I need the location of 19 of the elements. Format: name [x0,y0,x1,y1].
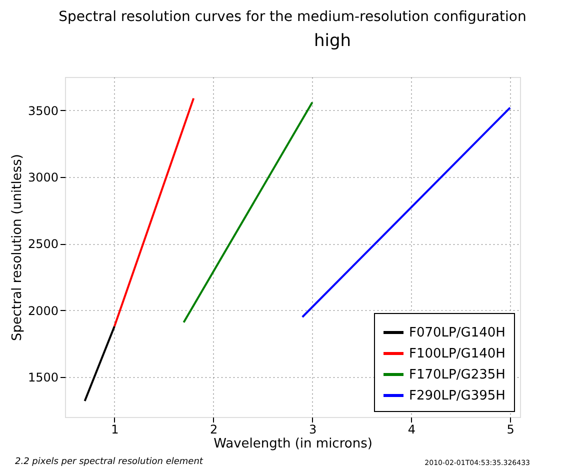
legend-label: F290LP/G395H [409,388,506,404]
text: high [314,31,352,51]
text: 2.2 pixels per spectral resolution element [15,457,204,467]
y-tick-label: 3000 [28,170,58,184]
x-tick-label: 1 [111,422,119,436]
x-tick-label: 4 [408,422,416,436]
y-tick-label: 2500 [28,237,58,252]
chart-title: Spectral resolution curves for the medium-resolution configuration [58,9,526,25]
y-tick-label: 3500 [28,104,58,118]
y-axis-title: Spectral resolution (unitless) [10,154,25,341]
x-tick-label: 3 [308,422,317,436]
legend-label: F070LP/G140H [409,326,506,340]
x-tick-label: 2 [210,422,218,436]
legend-label: F170LP/G235H [409,368,506,382]
x-axis-title: Wavelength (in microns) [214,436,372,452]
y-tick-label: 1500 [28,370,58,384]
y-tick-label: 2000 [28,304,58,318]
x-tick-label: 5 [506,422,514,436]
legend-label: F100LP/G140H [409,346,506,362]
